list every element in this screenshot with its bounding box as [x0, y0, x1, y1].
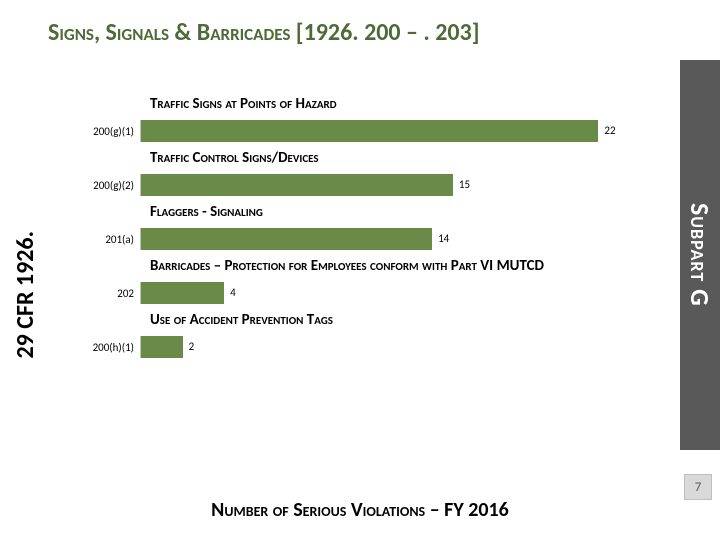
bar-row: 200(g)(2)15	[60, 171, 640, 199]
bar-row: 200(g)(1)22	[60, 117, 640, 145]
bar-row: 2024	[60, 279, 640, 307]
bar-value: 15	[453, 174, 470, 196]
side-left-text: 29 CFR 1926.	[11, 231, 40, 358]
bar-label: 200(h)(1)	[60, 341, 140, 354]
chart-section: Use of Accident Prevention Tags 200(h)(1)…	[60, 311, 640, 361]
bar-label: 201(a)	[60, 233, 140, 246]
slide-title: Signs, Signals & Barricades [1926. 200 –…	[48, 18, 479, 47]
bar-track: 14	[140, 228, 640, 250]
section-title: Use of Accident Prevention Tags	[60, 311, 640, 329]
bar-value: 2	[183, 336, 195, 358]
bar-label: 200(g)(2)	[60, 179, 140, 192]
section-title: Flaggers - Signaling	[60, 203, 640, 221]
bar-track: 2	[140, 336, 640, 358]
chart-section: Barricades – Protection for Employees co…	[60, 257, 640, 307]
bar-label: 202	[60, 287, 140, 300]
bar-row: 200(h)(1)2	[60, 333, 640, 361]
bar-track: 22	[140, 120, 640, 142]
bar: 4	[141, 282, 224, 304]
bar-row: 201(a)14	[60, 225, 640, 253]
bar: 14	[141, 228, 432, 250]
bar: 15	[141, 174, 453, 196]
section-title: Traffic Control Signs/Devices	[60, 149, 640, 167]
side-right-text: Subpart G	[684, 203, 716, 307]
bar-track: 4	[140, 282, 640, 304]
chart-area: Traffic Signs at Points of Hazard 200(g)(…	[60, 95, 640, 425]
chart-section: Traffic Signs at Points of Hazard 200(g)(…	[60, 95, 640, 145]
bar-value: 22	[598, 120, 615, 142]
section-title: Traffic Signs at Points of Hazard	[60, 95, 640, 113]
bar-value: 4	[224, 282, 236, 304]
bar-value: 14	[432, 228, 449, 250]
bar: 22	[141, 120, 598, 142]
side-panel-right: Subpart G	[680, 60, 720, 450]
bar-track: 15	[140, 174, 640, 196]
bar-label: 200(g)(1)	[60, 125, 140, 138]
bar: 2	[141, 336, 183, 358]
slide: Signs, Signals & Barricades [1926. 200 –…	[0, 0, 720, 540]
side-panel-left: 29 CFR 1926.	[10, 190, 40, 400]
chart-section: Flaggers - Signaling201(a)14	[60, 203, 640, 253]
chart-section: Traffic Control Signs/Devices200(g)(2)15	[60, 149, 640, 199]
page-number: 7	[684, 474, 712, 500]
section-title: Barricades – Protection for Employees co…	[60, 257, 640, 275]
xaxis-title: Number of Serious Violations – FY 2016	[0, 498, 720, 522]
